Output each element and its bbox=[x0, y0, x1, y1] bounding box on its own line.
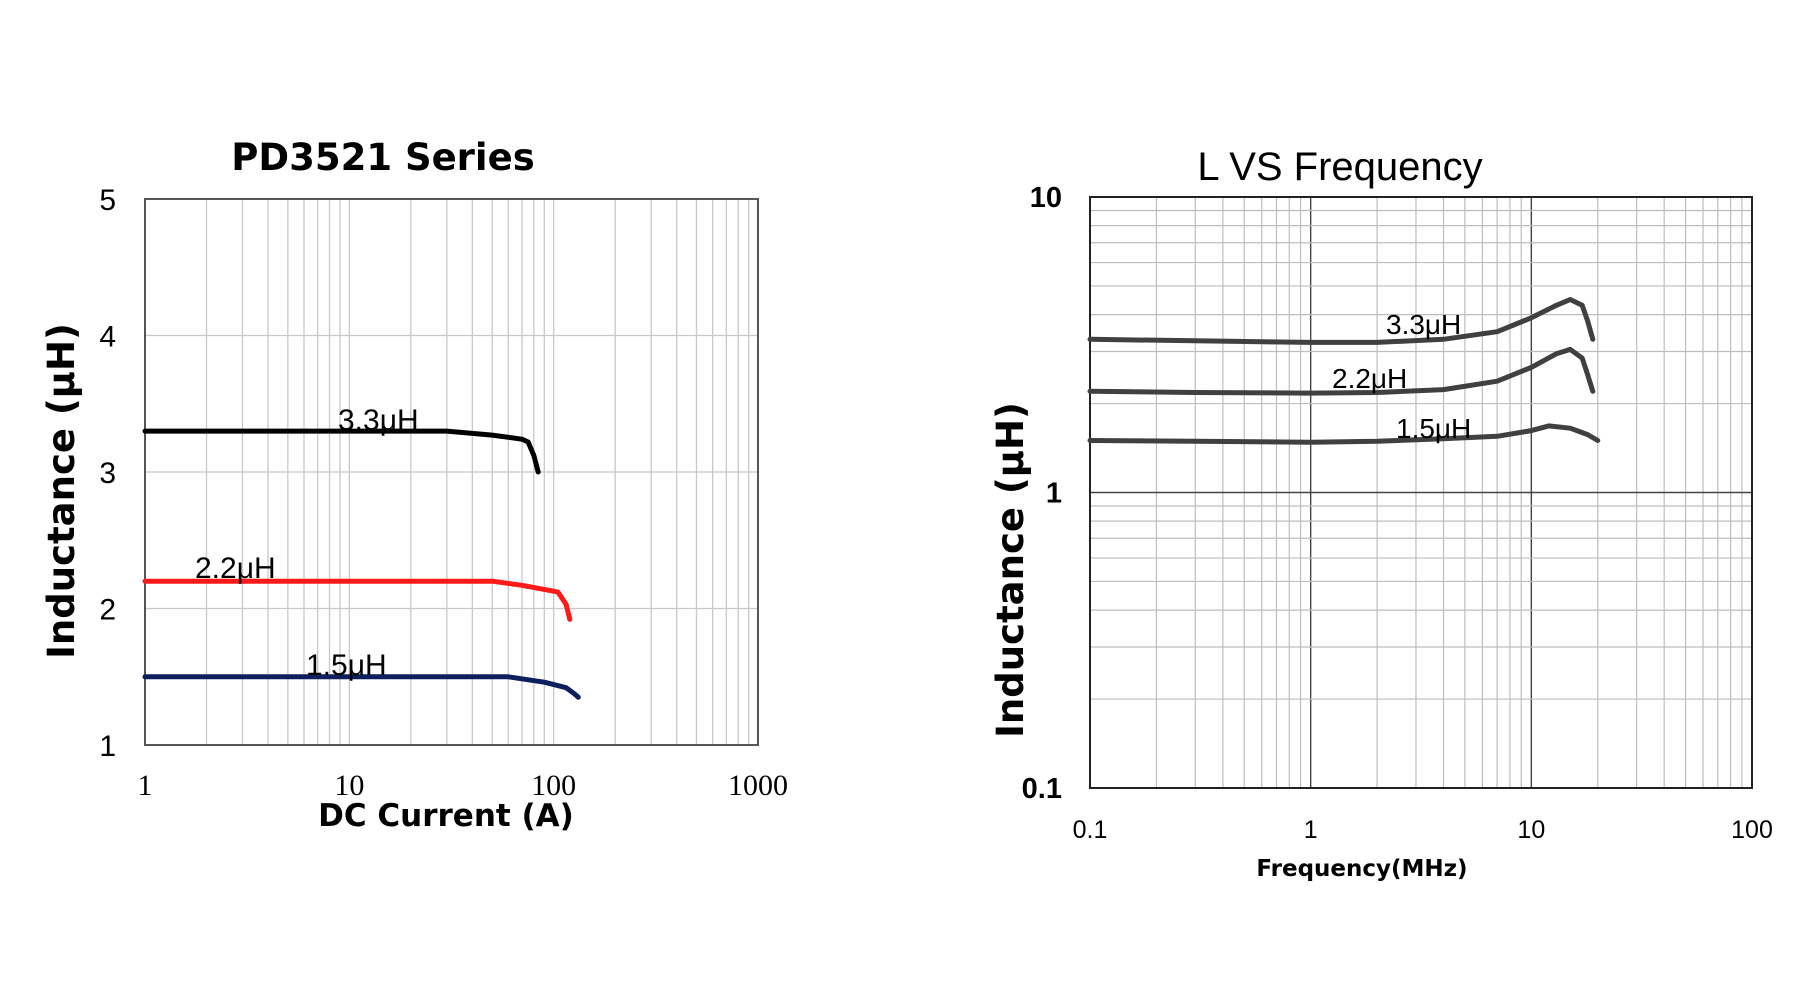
chart1-series-labels: 3.3μH 2.2μH 1.5μH bbox=[195, 404, 419, 682]
chart2-x-tick-label: 10 bbox=[1517, 816, 1545, 844]
chart2-series bbox=[1087, 297, 1601, 445]
chart1-x-tick-label: 1 bbox=[138, 769, 153, 802]
chart2-x-tick-label: 0.1 bbox=[1073, 816, 1108, 844]
chart2-series-line bbox=[1087, 423, 1601, 445]
chart1-title: PD3521 Series bbox=[231, 136, 534, 179]
chart1-y-axis-label: Inductance (μH) bbox=[40, 323, 83, 659]
chart1-y-tick-label: 1 bbox=[99, 730, 116, 763]
chart1-x-axis-label: DC Current (A) bbox=[318, 798, 574, 834]
chart2-series-label: 1.5μH bbox=[1396, 413, 1471, 444]
frequency-chart: 0.1 1 10 0.1 1 10 100 3.3μH 2.2μH 1.5μH L VS Fre… bbox=[989, 145, 1773, 882]
chart1-series-line bbox=[142, 428, 541, 475]
chart2-series-line bbox=[1087, 346, 1596, 396]
chart2-series-line bbox=[1087, 297, 1596, 345]
dc-current-chart: 1 2 3 4 5 1 10 100 1000 3.3μH 2.2μH 1.5μH PD3521 S… bbox=[40, 136, 788, 834]
chart1-x-tick-label: 1000 bbox=[728, 769, 788, 802]
chart2-plot-frame bbox=[1089, 196, 1753, 789]
chart2-x-axis-label: Frequency(MHz) bbox=[1256, 856, 1467, 882]
chart2-title: L VS Frequency bbox=[1197, 145, 1482, 189]
chart1-series-line bbox=[142, 674, 581, 700]
chart1-grid bbox=[144, 198, 759, 746]
chart1-series-label: 1.5μH bbox=[306, 649, 387, 682]
chart1-plot-frame bbox=[144, 198, 759, 746]
chart1-series-label: 2.2μH bbox=[195, 552, 276, 585]
chart1-y-tick-label: 4 bbox=[99, 321, 116, 354]
chart2-y-tick-label: 10 bbox=[1030, 182, 1062, 214]
chart2-series-labels: 3.3μH 2.2μH 1.5μH bbox=[1332, 309, 1471, 444]
chart2-series-label: 2.2μH bbox=[1332, 363, 1407, 394]
chart2-y-tick-label: 0.1 bbox=[1022, 773, 1062, 805]
chart1-y-tick-label: 5 bbox=[99, 184, 116, 217]
chart1-x-tick-label: 10 bbox=[334, 769, 364, 802]
chart2-y-axis-label: Inductance (μH) bbox=[989, 402, 1032, 738]
chart2-series-label: 3.3μH bbox=[1386, 309, 1461, 340]
chart2-tick-labels: 0.1 1 10 0.1 1 10 100 bbox=[1022, 182, 1773, 844]
chart1-series-line bbox=[142, 578, 573, 622]
chart2-grid bbox=[1089, 196, 1753, 789]
chart1-y-tick-label: 3 bbox=[99, 457, 116, 490]
chart1-tick-labels: 1 2 3 4 5 1 10 100 1000 bbox=[99, 184, 788, 802]
chart1-x-tick-label: 100 bbox=[531, 769, 576, 802]
chart2-y-tick-label: 1 bbox=[1046, 478, 1062, 510]
chart2-x-tick-label: 100 bbox=[1731, 816, 1773, 844]
chart1-series-label: 3.3μH bbox=[338, 404, 419, 437]
chart2-x-tick-label: 1 bbox=[1304, 816, 1318, 844]
chart1-y-tick-label: 2 bbox=[99, 594, 116, 627]
chart1-series bbox=[142, 428, 581, 700]
